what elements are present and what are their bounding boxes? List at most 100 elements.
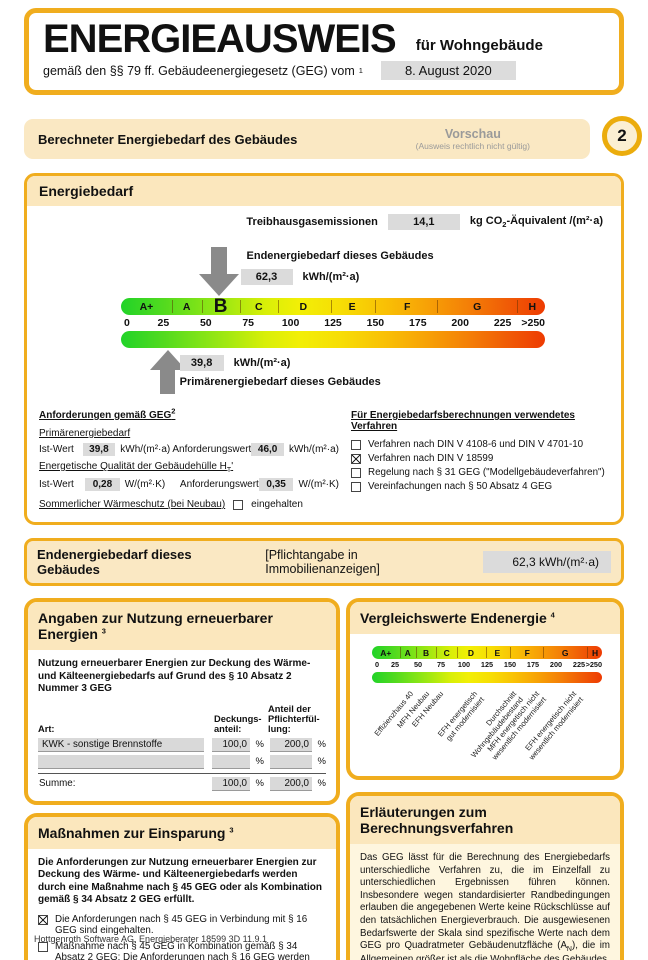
- scale-divider: [171, 300, 173, 313]
- document-subtitle: für Wohngebäude: [415, 37, 543, 54]
- checkbox[interactable]: [38, 941, 48, 952]
- section-strip-title: Berechneter Energiebedarf des Gebäudes: [38, 131, 298, 147]
- checkbox[interactable]: [38, 914, 48, 925]
- actual-value-label: Ist-Wert: [39, 479, 74, 490]
- percent-sign: %: [255, 756, 264, 768]
- scale-divider: [399, 647, 401, 658]
- efficiency-class-band: A+ A B C D E F G H: [121, 296, 545, 317]
- primary-energy-unit: kWh/(m²·a): [233, 357, 291, 369]
- tick-label: 225: [572, 660, 586, 669]
- preview-watermark: Vorschau (Ausweis rechtlich nicht gültig…: [416, 127, 530, 151]
- percent-sign: %: [255, 739, 264, 751]
- header-box: ENERGIEAUSWEIS für Wohngebäude gemäß den…: [24, 8, 624, 95]
- envelope-quality-heading: Energetische Qualität der Gebäudehülle H…: [39, 461, 234, 474]
- page-number: 2: [617, 126, 627, 145]
- checkbox[interactable]: [351, 482, 361, 492]
- checkbox[interactable]: [351, 454, 361, 464]
- preview-status: Vorschau: [444, 127, 501, 141]
- primary-energy-label: Primärenergiebedarf dieses Gebäudes: [179, 376, 381, 388]
- primary-energy-band: [121, 331, 545, 348]
- measure-option-label: Maßnahme nach § 45 GEG in Kombination ge…: [55, 940, 310, 960]
- tick-label: 100: [457, 660, 471, 669]
- primary-actual-value-field: 39,8: [82, 443, 116, 456]
- obligation-value-field: 200,0: [270, 737, 312, 752]
- scale-divider: [543, 647, 545, 658]
- ghg-label: Treibhausgasemissionen: [246, 216, 378, 228]
- software-footer: Hottgenroth Software AG, Energieberater …: [34, 934, 267, 944]
- banner-bracket-note: [Pflichtangabe in Immobilienanzeigen]: [265, 548, 380, 576]
- scale-divider: [436, 300, 438, 313]
- comparison-values-title: Vergleichswerte Endenergie 4: [350, 602, 620, 634]
- comparison-class-band: A+ A B C D E F G H: [372, 646, 602, 659]
- explanations-text: Das GEG lässt für die Berechnung des Ene…: [350, 844, 620, 960]
- envelope-requirement-value-field: 0,35: [258, 478, 294, 491]
- final-energy-unit: kWh/(m²·a): [302, 271, 360, 283]
- final-energy-label: Endenergiebedarf dieses Gebäudes: [246, 250, 434, 262]
- tick-label: >250: [585, 660, 602, 669]
- method-option-label: Vereinfachungen nach § 50 Absatz 4 GEG: [368, 481, 553, 492]
- table-row: KWK - sonstige Brennstoffe 100,0 % 200,0…: [38, 737, 326, 752]
- section-strip: Berechneter Energiebedarf des Gebäudes V…: [24, 119, 590, 159]
- ghg-unit: kg CO2-Äquivalent /(m²·a): [469, 214, 603, 230]
- class-label: A: [182, 300, 191, 313]
- renewables-table-header: Art: Deckungs-anteil: Anteil der Pflichte…: [38, 704, 326, 735]
- savings-measures-title: Maßnahmen zur Einsparung 3: [28, 816, 336, 849]
- tick-label: 75: [436, 660, 446, 669]
- energy-scale: Endenergiebedarf dieses Gebäudes 62,3 kW…: [121, 234, 545, 396]
- tick-label: 0: [375, 660, 380, 669]
- checkbox-label: eingehalten: [251, 499, 303, 510]
- percent-sign: %: [317, 739, 326, 751]
- unit-label: kWh/(m²·a): [288, 444, 339, 455]
- primary-energy-requirement-heading: Primärenergiebedarf: [39, 428, 131, 439]
- requirement-value-label: Anforderungswert: [179, 479, 259, 490]
- savings-measures-box: Maßnahmen zur Einsparung 3 Die Anforderu…: [24, 812, 340, 960]
- checkbox[interactable]: [351, 440, 361, 450]
- page-number-badge: 2: [602, 116, 642, 156]
- renewables-title: Angaben zur Nutzung erneuerbarer Energie…: [28, 602, 336, 650]
- class-label: G: [561, 647, 569, 658]
- method-option-label: Regelung nach § 31 GEG ("Modellgebäudeve…: [368, 467, 605, 478]
- tick-label: 125: [480, 660, 494, 669]
- renewables-box: Angaben zur Nutzung erneuerbarer Energie…: [24, 598, 340, 805]
- checkbox[interactable]: [233, 499, 244, 510]
- class-label: H: [592, 647, 599, 658]
- renewables-intro: Nutzung erneuerbarer Energien zur Deckun…: [38, 658, 311, 694]
- requirement-value-label: Anforderungswert: [172, 444, 252, 455]
- class-label: A+: [380, 647, 392, 658]
- sum-label: Summe:: [39, 778, 76, 790]
- tick-label: 25: [390, 660, 400, 669]
- tick-label: >250: [521, 317, 545, 329]
- explanations-box: Erläuterungen zum Berechnungsverfahren D…: [346, 792, 624, 960]
- scale-divider: [517, 300, 519, 313]
- class-label: D: [467, 647, 474, 658]
- savings-intro: Die Anforderungen zur Nutzung erneuerbar…: [38, 856, 322, 906]
- class-label: A+: [139, 300, 154, 313]
- comparison-labels: Effizienzhaus 40 MFH Neubau EFH Neubau E…: [372, 689, 602, 770]
- percent-sign: %: [317, 756, 326, 768]
- unit-label: W/(m²·K): [124, 479, 166, 490]
- document-title: ENERGIEAUSWEIS: [43, 17, 397, 61]
- table-row: % %: [38, 754, 326, 769]
- col-coverage: Deckungs-anteil:: [214, 713, 262, 735]
- percent-sign: %: [317, 778, 326, 790]
- tick-label: 0: [124, 317, 130, 329]
- checkbox[interactable]: [351, 468, 361, 478]
- primary-requirement-value-field: 46,0: [251, 443, 284, 456]
- scale-divider: [277, 300, 279, 313]
- scale-divider: [587, 647, 589, 658]
- primary-energy-value-field: 39,8: [179, 355, 224, 371]
- class-label: A: [404, 647, 411, 658]
- class-label: F: [524, 647, 530, 658]
- final-energy-value-field: 62,3: [240, 269, 293, 285]
- scale-divider: [485, 647, 487, 658]
- comparison-ticks: 0 25 50 75 100 125 150 175 200 225 >250: [372, 660, 602, 670]
- tick-label: 50: [413, 660, 423, 669]
- final-energy-banner: Endenergiebedarf dieses Gebäudes [Pflich…: [24, 538, 624, 586]
- table-sum-row: Summe: 100,0 % 200,0 %: [38, 772, 326, 791]
- banner-title: Endenergiebedarf dieses Gebäudes: [37, 547, 192, 577]
- unit-label: kWh/(m²·a): [120, 444, 171, 455]
- tick-label: 150: [366, 317, 385, 329]
- tick-label: 200: [451, 317, 469, 329]
- comparison-gradient-band: [372, 672, 602, 683]
